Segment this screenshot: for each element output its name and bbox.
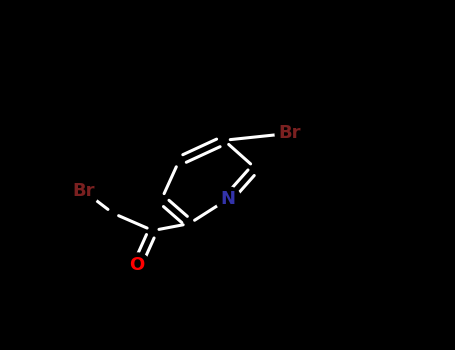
- Text: Br: Br: [279, 124, 301, 142]
- Text: Br: Br: [72, 182, 95, 199]
- Text: O: O: [130, 256, 145, 274]
- Text: N: N: [220, 190, 235, 208]
